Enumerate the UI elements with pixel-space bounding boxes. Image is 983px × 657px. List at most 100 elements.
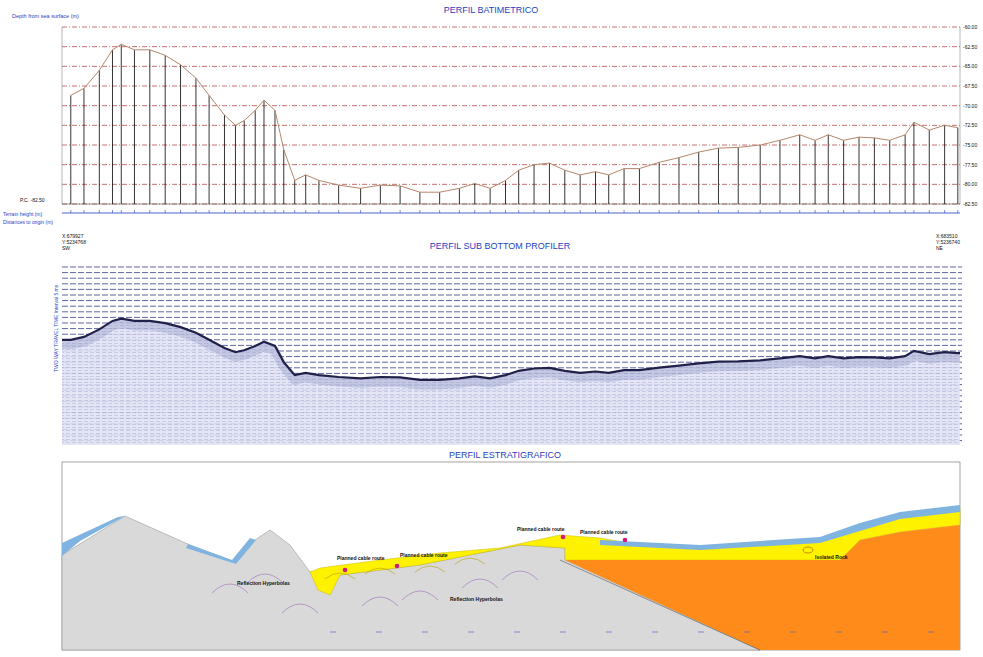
y-tick-label: -82.50 xyxy=(963,201,977,207)
depth-stem xyxy=(439,192,440,204)
depth-stem xyxy=(929,130,930,204)
y-tick-label: -77.50 xyxy=(963,162,977,168)
depth-stem xyxy=(283,150,284,204)
twt-line xyxy=(62,300,962,301)
endpoint-coordinate: SW xyxy=(62,245,70,251)
depth-stem xyxy=(944,125,945,204)
depth-stem xyxy=(859,137,860,204)
distance-tick xyxy=(294,210,295,213)
depth-stem xyxy=(263,100,264,204)
distance-tick xyxy=(944,210,945,213)
twt-line xyxy=(62,323,962,324)
y-tick-label: -62.50 xyxy=(963,44,977,50)
depth-stem xyxy=(209,95,210,204)
depth-stem xyxy=(549,163,550,204)
depth-stem xyxy=(738,147,739,204)
depth-stem xyxy=(874,138,875,204)
annotation: Reflection Hyperbolas xyxy=(237,580,290,586)
cable-route-point xyxy=(395,564,400,569)
panel-title: PERFIL SUB BOTTOM PROFILER xyxy=(430,241,571,251)
depth-stem xyxy=(779,140,780,204)
sediment-reflector xyxy=(365,568,395,574)
panel-title: PERFIL ESTRATIGRAFICO xyxy=(449,450,561,460)
depth-marker-line xyxy=(330,632,960,633)
annotation: Planned cable route xyxy=(580,529,628,535)
distance-tick xyxy=(718,210,719,213)
y-tick-label: -70.00 xyxy=(963,103,977,109)
distance-tick xyxy=(905,210,906,213)
annotation: Planned cable route xyxy=(337,555,385,561)
twt-line xyxy=(62,328,962,329)
y-tick-label: -65.00 xyxy=(963,63,977,69)
distance-tick xyxy=(180,210,181,213)
distance-tick xyxy=(70,210,71,213)
distance-tick xyxy=(224,210,225,213)
depth-stem xyxy=(165,55,166,204)
distance-tick xyxy=(121,210,122,213)
grid-line xyxy=(62,184,960,185)
distance-tick xyxy=(760,210,761,213)
depth-line xyxy=(71,44,958,192)
depth-stem xyxy=(305,175,306,204)
depth-stem xyxy=(294,180,295,204)
depth-stem xyxy=(70,95,71,204)
distance-tick xyxy=(659,210,660,213)
contact-line xyxy=(560,560,760,650)
depth-stem xyxy=(134,50,135,204)
isolated-rock xyxy=(803,547,813,553)
distance-tick xyxy=(112,210,113,213)
x-axis-line xyxy=(62,204,960,205)
depth-stem xyxy=(639,169,640,204)
depth-stem xyxy=(235,125,236,204)
distance-axis xyxy=(62,213,960,214)
y-tick-label: -67.50 xyxy=(963,83,977,89)
distance-tick xyxy=(639,210,640,213)
depth-stem xyxy=(815,140,816,204)
water-layer xyxy=(62,516,125,556)
depth-stem xyxy=(195,78,196,204)
depth-stem xyxy=(244,121,245,204)
water-layer xyxy=(186,538,256,564)
distance-tick xyxy=(828,210,829,213)
depth-stem xyxy=(760,145,761,204)
figure: PERFIL BATIMETRICODepth from sea surface… xyxy=(0,0,983,657)
annotation: Reflection Hyperbolas xyxy=(450,596,503,602)
depth-stem xyxy=(149,50,150,204)
distance-tick xyxy=(698,210,699,213)
distance-tick xyxy=(564,210,565,213)
twt-line xyxy=(62,317,962,318)
distance-tick xyxy=(490,210,491,213)
depth-stem xyxy=(534,165,535,204)
distance-tick xyxy=(360,210,361,213)
twt-line xyxy=(62,289,962,290)
depth-stem xyxy=(419,192,420,204)
distance-tick xyxy=(255,210,256,213)
distance-tick xyxy=(419,210,420,213)
reflection-hyperbola xyxy=(362,597,398,606)
reflection-hyperbola xyxy=(502,571,538,580)
depth-stem xyxy=(624,169,625,204)
depth-stem xyxy=(474,184,475,204)
distance-tick xyxy=(474,210,475,213)
distance-tick xyxy=(195,210,196,213)
distance-tick xyxy=(534,210,535,213)
axis-line xyxy=(960,27,961,204)
distance-tick xyxy=(283,210,284,213)
distance-tick xyxy=(380,210,381,213)
depth-stem xyxy=(112,50,113,204)
depth-stem xyxy=(318,180,319,204)
distance-tick xyxy=(338,210,339,213)
distance-tick xyxy=(738,210,739,213)
row-label: Distances to origin (m) xyxy=(3,219,53,225)
grid-line xyxy=(62,145,960,146)
reflection-hyperbola xyxy=(462,579,498,588)
distance-tick xyxy=(274,210,275,213)
distance-tick xyxy=(318,210,319,213)
cable-route-point xyxy=(623,538,628,543)
panel-frame xyxy=(62,462,960,650)
distance-tick xyxy=(165,210,166,213)
twt-line xyxy=(62,283,962,284)
distance-tick xyxy=(624,210,625,213)
endpoint-coordinate: NE xyxy=(936,245,944,251)
cable-route-point xyxy=(561,535,566,540)
